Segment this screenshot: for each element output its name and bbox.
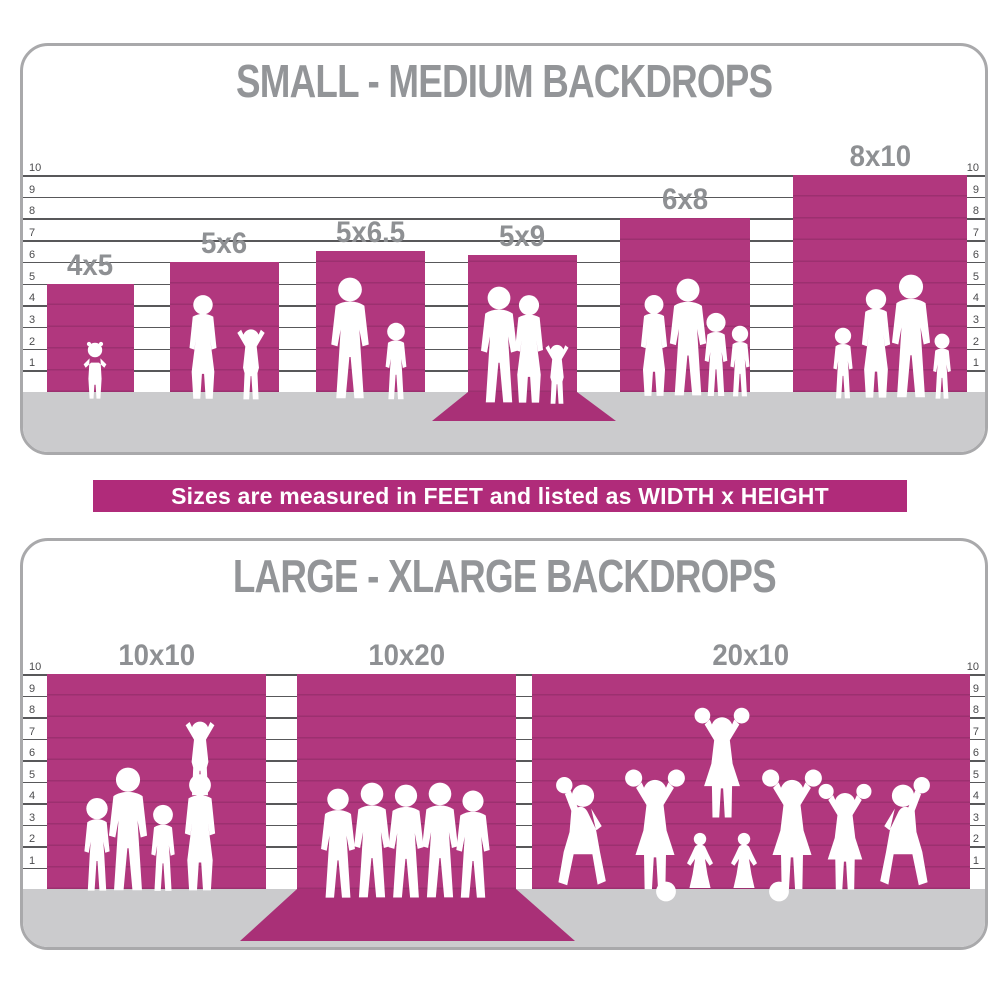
backdrop-size-text: 8x10	[849, 140, 911, 173]
ruler-tick-label-left: 2	[29, 335, 36, 348]
backdrop-size-label: 20x10	[502, 639, 985, 673]
ruler-tick-label-left: 1	[29, 357, 36, 370]
backdrop-bar-10x10: 10x10	[47, 639, 266, 889]
ruler-tick-label-right: 8	[972, 704, 979, 716]
ruler-tick-label-left: 3	[29, 811, 36, 824]
backdrop-size-text: 4x5	[67, 248, 114, 282]
ruler-tick-label-left: 7	[29, 227, 36, 240]
ruler-tick-label-left: 10	[29, 661, 42, 673]
backdrop-size-label: 10x20	[267, 639, 546, 673]
backdrop-size-text: 5x9	[499, 220, 546, 254]
panel-title: LARGE - XLARGE BACKDROPS	[23, 549, 985, 602]
backdrop-size-text: 6x8	[661, 183, 709, 217]
backdrop-size-label: 6x8	[590, 183, 780, 217]
ruler-tick-label-left: 10	[29, 162, 42, 174]
panel-small-medium: SMALL - MEDIUM BACKDROPS 1 1 2 2 3 3 4 4 5 5 6 6 7 7 8…	[20, 43, 988, 455]
backdrop-bar-4x5: 4x5	[47, 249, 134, 392]
measurement-note-banner: Sizes are measured in FEET and listed as…	[93, 480, 907, 512]
ruler-tick-label-left: 4	[29, 790, 36, 802]
ruler-tick-label-right: 4	[972, 790, 979, 802]
backdrop-size-label: 10x10	[23, 639, 296, 673]
ruler-tick-label-left: 2	[29, 833, 36, 845]
ruler-tick-label-right: 6	[972, 747, 979, 759]
ruler-tick-label-left: 6	[29, 248, 36, 261]
ruler-tick-label-left: 5	[29, 270, 36, 283]
ruler-tick-label-right: 5	[972, 768, 979, 781]
ruler-tick-label-right: 3	[972, 313, 979, 326]
size-chart-large-xlarge: 1 1 2 2 3 3 4 4 5 5 6 6 7 7 8 8 9 9 10 10 10x10 10x20 20x10	[23, 541, 985, 947]
measurement-note-text: Sizes are measured in FEET and listed as…	[171, 482, 829, 509]
backdrop-floor-sweep	[240, 889, 575, 941]
ruler-tick-label-right: 2	[972, 833, 979, 845]
ruler-tick-label-right: 4	[972, 292, 979, 305]
backdrop-bar-20x10: 20x10	[532, 639, 970, 889]
ruler-foot-line	[23, 240, 985, 242]
backdrop-size-text: 20x10	[712, 639, 790, 672]
backdrop-size-label: 4x5	[23, 248, 164, 283]
backdrop-size-text: 10x20	[368, 639, 445, 672]
backdrop-size-label: 8x10	[763, 140, 985, 174]
backdrop-size-label: 5x9	[438, 220, 607, 254]
ruler-tick-label-right: 10	[966, 162, 979, 174]
backdrop-size-label: 5x6.5	[286, 216, 455, 250]
panel-title: SMALL - MEDIUM BACKDROPS	[23, 54, 985, 107]
backdrop-bar-8x10: 8x10	[793, 140, 967, 392]
ruler-tick-label-right: 1	[972, 357, 979, 370]
ruler-foot-line	[23, 175, 985, 177]
ruler-tick-label-right: 1	[972, 854, 979, 867]
backdrop-size-label: 5x6	[140, 227, 309, 261]
backdrop-bar-5x6: 5x6	[170, 227, 279, 392]
ruler-tick-label-left: 5	[29, 768, 36, 781]
ruler-tick-label-left: 7	[29, 725, 36, 738]
backdrop-bar-5x6.5: 5x6.5	[316, 216, 425, 392]
ruler-tick-label-right: 7	[972, 725, 979, 738]
ruler-foot-line	[23, 218, 985, 220]
ruler-tick-label-right: 5	[972, 270, 979, 283]
backdrop-size-text: 5x6.5	[335, 215, 406, 249]
ruler-tick-label-right: 9	[972, 682, 979, 695]
ruler-tick-label-right: 7	[972, 227, 979, 240]
ruler-tick-label-left: 8	[29, 205, 36, 218]
ruler-tick-label-left: 1	[29, 854, 36, 867]
ruler-tick-label-right: 6	[972, 248, 979, 261]
ruler-tick-label-left: 9	[29, 682, 36, 695]
ruler-tick-label-left: 3	[29, 313, 36, 326]
ruler-tick-label-right: 10	[966, 661, 979, 673]
ruler-tick-label-right: 2	[972, 335, 979, 348]
backdrop-size-text: 10x10	[118, 639, 195, 672]
ruler-foot-line	[23, 196, 985, 199]
ruler-tick-label-left: 9	[29, 183, 36, 196]
ruler-tick-label-right: 3	[972, 811, 979, 824]
ruler-tick-label-left: 8	[29, 704, 36, 716]
backdrop-bar-5x9: 5x9	[468, 220, 577, 392]
backdrop-bar-10x20: 10x20	[297, 639, 516, 889]
panel-large-xlarge: LARGE - XLARGE BACKDROPS 1 1 2 2 3 3 4 4 5 5 6 6 7 7 8…	[20, 538, 988, 950]
panel-title-text: SMALL - MEDIUM BACKDROPS	[235, 55, 773, 107]
size-chart-small-medium: 1 1 2 2 3 3 4 4 5 5 6 6 7 7 8 8 9 9 10 10 4x5 5x6 5x6.5 5x9 6x8 8…	[23, 46, 985, 452]
backdrop-bar-6x8: 6x8	[620, 183, 750, 392]
ruler-tick-label-right: 9	[972, 183, 979, 196]
ruler-tick-label-right: 8	[972, 205, 979, 218]
backdrop-size-text: 5x6	[201, 226, 248, 260]
ruler-tick-label-left: 6	[29, 747, 36, 759]
ruler-tick-label-left: 4	[29, 292, 36, 305]
panel-title-text: LARGE - XLARGE BACKDROPS	[232, 550, 776, 602]
